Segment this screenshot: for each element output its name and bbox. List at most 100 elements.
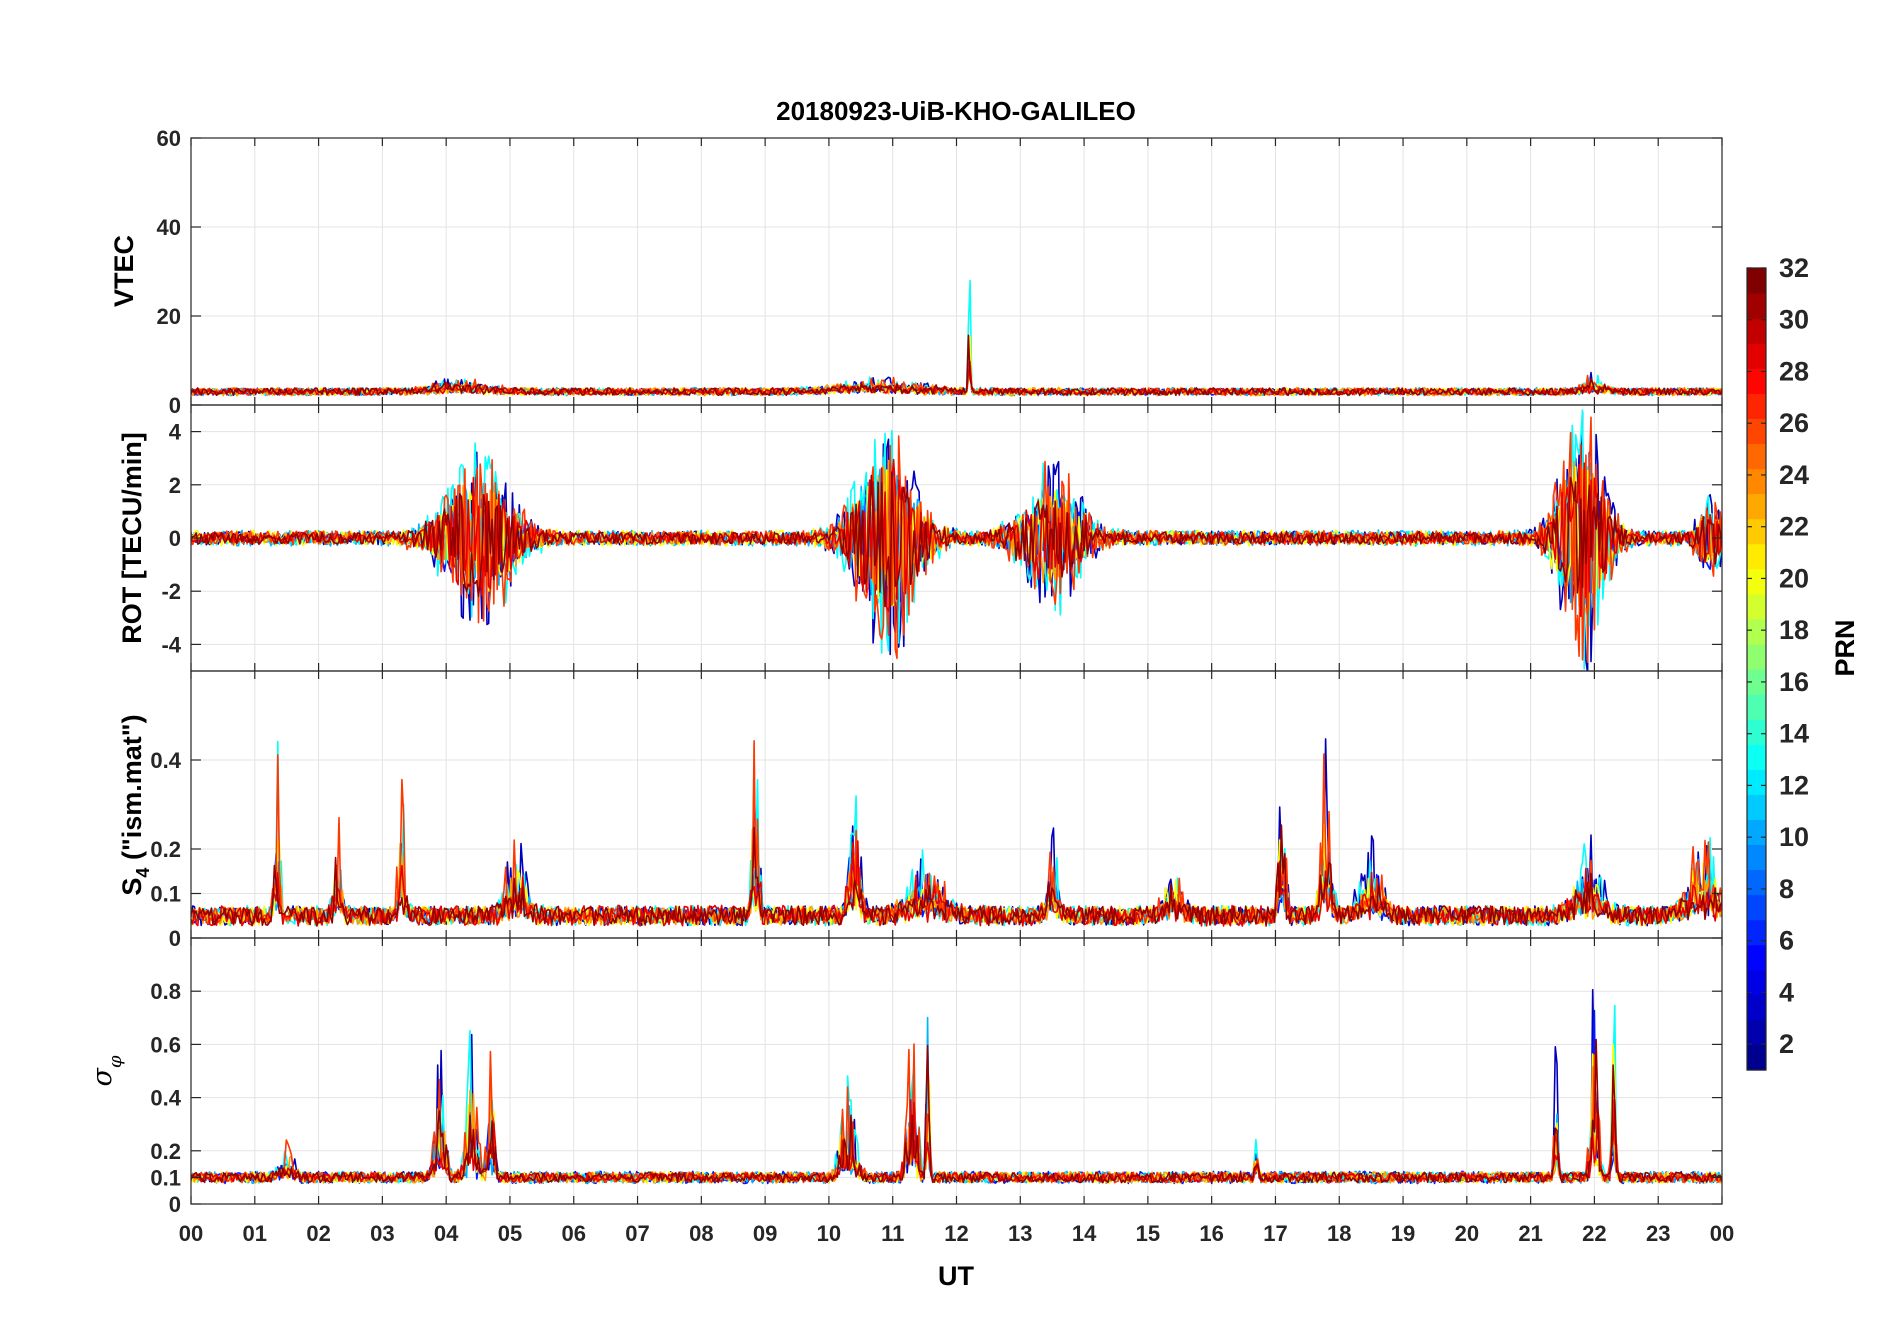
colorbar-tick-label: 24 [1779,460,1809,490]
x-tick-label: 00 [1710,1221,1734,1246]
colorbar-segment [1747,769,1766,795]
colorbar-tick-label: 8 [1779,874,1794,904]
vtec-ylabel: VTEC [109,235,139,307]
x-tick-label: 07 [625,1221,649,1246]
x-tick-label: 19 [1391,1221,1415,1246]
x-tick-label: 22 [1582,1221,1606,1246]
rot-series-prn-line [191,471,1722,608]
chart-title: 20180923-UiB-KHO-GALILEO [776,96,1136,126]
s4-series-prn-line [191,738,1722,927]
s4-ytick-label: 0.2 [150,837,181,862]
s4-ytick-label: 0 [169,926,181,951]
colorbar-segment [1747,568,1766,595]
x-tick-label: 16 [1199,1221,1223,1246]
sigma-ylabel-phi: φ [105,1055,126,1068]
colorbar-segment [1747,643,1766,670]
colorbar-segment [1747,1019,1766,1046]
colorbar-segment [1747,518,1766,545]
colorbar-segment [1747,268,1766,294]
vtec-panel: 0 20 40 60 [157,126,1723,418]
sigma-series-prn-line [191,1043,1722,1184]
colorbar-segment [1747,844,1766,871]
x-tick-label: 20 [1455,1221,1479,1246]
colorbar-frame [1746,267,1767,1071]
rot-panel: -4 -2 0 2 4 [161,404,1723,672]
colorbar-segment [1747,543,1766,570]
x-tick-labels: 00 01 02 03 04 05 06 07 08 09 10 11 12 13 14 15 16 17 18 19… [179,1221,1734,1246]
x-tick-label: 03 [370,1221,394,1246]
x-tick-label: 13 [1008,1221,1032,1246]
colorbar-tick-label: 28 [1779,356,1809,386]
rot-series-prn-line [191,456,1722,616]
vtec-series-group [191,279,1722,397]
s4-series-prn-line [191,824,1722,927]
vtec-ytick-label: 40 [157,215,181,240]
colorbar-segment [1747,1044,1766,1071]
colorbar-segment [1747,393,1766,419]
colorbar-segment [1747,418,1766,445]
x-tick-label: 08 [689,1221,713,1246]
x-tick-label: 14 [1072,1221,1097,1246]
sigma-series-group [191,988,1722,1185]
colorbar-segment [1747,694,1766,720]
colorbar-segment [1747,994,1766,1021]
colorbar-tick-label: 30 [1779,305,1809,335]
colorbar-segment [1747,618,1766,645]
x-tick-label: 04 [434,1221,459,1246]
sigma-ytick-label: 0.8 [150,979,181,1004]
x-tick-label: 05 [498,1221,522,1246]
x-tick-label: 17 [1263,1221,1287,1246]
colorbar-segment [1747,318,1766,344]
x-tick-label: 15 [1136,1221,1160,1246]
rot-ytick-label: -2 [161,579,181,604]
colorbar-tick-label: 12 [1779,770,1809,800]
x-tick-label: 06 [562,1221,586,1246]
colorbar-segment [1747,869,1766,896]
x-tick-label: 11 [881,1221,904,1246]
colorbar-tick-label: 16 [1779,667,1809,697]
s4-ylabel: S4 ("ism.mat") [117,714,153,895]
colorbar-tick-label: 4 [1779,977,1794,1007]
colorbar-segment [1747,719,1766,745]
sigma-ylabel-sigma: σ [87,1067,118,1087]
colorbar-tick-label: 18 [1779,615,1809,645]
colorbar-segment [1747,894,1766,921]
x-tick-label: 21 [1518,1221,1542,1246]
x-axis-title: UT [938,1261,974,1291]
rot-series-group [191,409,1722,671]
rot-series-prn-line [191,458,1722,618]
sigma-ytick-label: 0.1 [150,1165,181,1190]
sigma-ytick-label: 0.4 [150,1086,181,1111]
sigma-series-prn-line [191,1038,1722,1184]
colorbar-segment [1747,493,1766,520]
colorbar-segment [1747,794,1766,820]
colorbar-tick-label: 2 [1779,1029,1794,1059]
colorbar-segment [1747,944,1766,971]
colorbar-segment [1747,293,1766,319]
panels: 0204060-4-202400.10.20.400.10.20.40.60.8… [150,126,1734,1246]
colorbar-segment [1747,593,1766,620]
colorbar-segment [1747,919,1766,946]
colorbar-tick-label: 26 [1779,408,1809,438]
colorbar-segment [1747,343,1766,369]
s4-ylabel-rest: ("ism.mat") [117,714,147,867]
colorbar-segment [1747,669,1766,695]
rot-ylabel: ROT [TECU/min] [117,432,147,643]
colorbar-tick-label: 14 [1779,719,1809,749]
x-tick-label: 12 [944,1221,968,1246]
x-tick-label: 10 [817,1221,841,1246]
x-tick-label: 09 [753,1221,777,1246]
colorbar-segment [1747,443,1766,470]
sigma-ytick-label: 0.6 [150,1032,181,1057]
sigma-ylabel: σφ [87,1055,126,1086]
colorbar-tick-label: 22 [1779,512,1809,542]
s4-series-group [191,738,1722,927]
x-tick-label: 02 [306,1221,330,1246]
s4-panel: 0 0.1 0.2 0.4 [150,670,1723,951]
colorbar-segment [1747,368,1766,394]
x-tick-label: 18 [1327,1221,1351,1246]
x-tick-label: 01 [243,1221,267,1246]
vtec-ytick-label: 0 [169,393,181,418]
